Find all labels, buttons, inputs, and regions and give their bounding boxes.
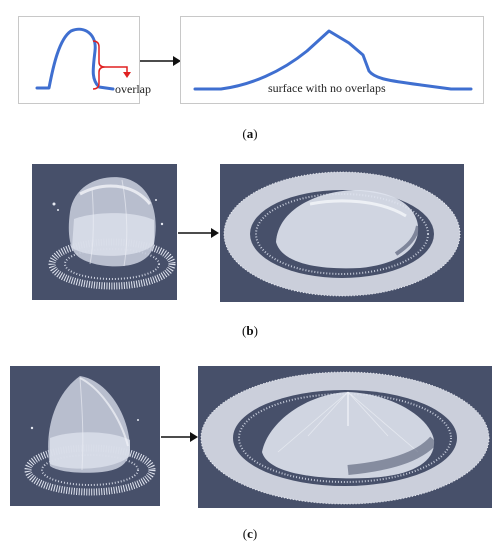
point-cloud-c-before: [10, 366, 160, 506]
surface-label: surface with no overlaps: [268, 81, 386, 95]
point-cloud-b-after: [220, 164, 464, 302]
overlap-label: overlap: [115, 82, 151, 96]
arrow-b: [178, 227, 220, 239]
arrow-right-icon: [178, 228, 219, 238]
caption-c: (c): [242, 526, 258, 541]
point-cloud-c-after: [198, 366, 492, 508]
arrow-right-icon: [161, 432, 198, 442]
arrow-right-icon: [140, 56, 181, 66]
arrow-a: [140, 55, 182, 67]
caption-a: (a): [242, 126, 258, 141]
overlap-schematic-panel: [18, 16, 140, 104]
surface-curve: [193, 29, 473, 91]
caption-b: (b): [242, 323, 258, 338]
overlap-curve: [35, 27, 131, 91]
surface-schematic-panel: [180, 16, 484, 104]
arrow-c: [161, 431, 199, 443]
point-cloud-b-before: [32, 164, 177, 300]
